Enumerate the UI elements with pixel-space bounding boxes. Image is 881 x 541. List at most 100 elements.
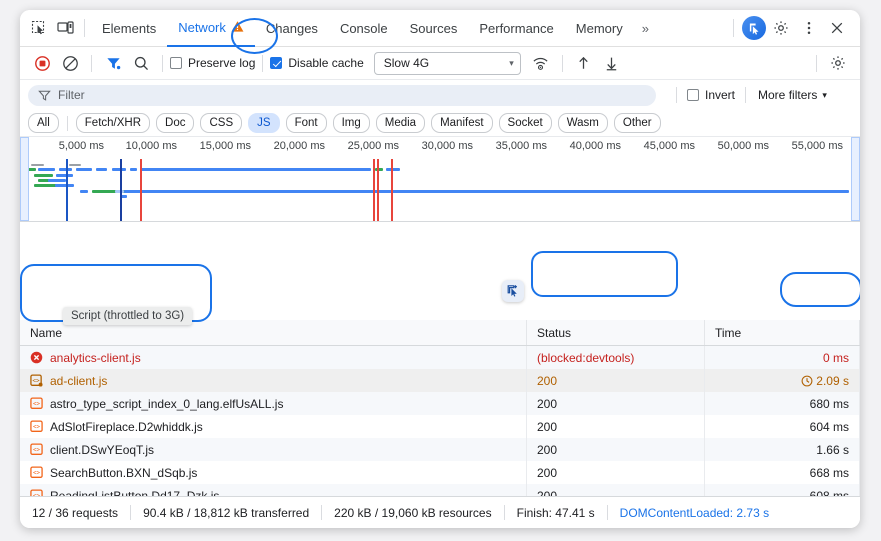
clock-icon <box>801 375 813 387</box>
table-row[interactable]: <> client.DSwYEoqT.js 200 1.66 s <box>20 438 860 461</box>
overview-right-handle[interactable] <box>851 137 860 221</box>
record-button[interactable] <box>28 50 56 76</box>
script-icon: <> <box>30 397 43 410</box>
tab-elements[interactable]: Elements <box>102 20 157 36</box>
cell-time: 604 ms <box>705 415 860 438</box>
disable-cache-checkbox[interactable]: Disable cache <box>270 56 364 70</box>
table-row[interactable]: <> SearchButton.BXN_dSqb.js 200 668 ms <box>20 461 860 484</box>
network-settings-gear-icon[interactable] <box>824 50 852 76</box>
kebab-menu-icon[interactable] <box>796 16 822 40</box>
script-icon: <> <box>30 420 43 433</box>
cell-status: 200 <box>527 484 705 497</box>
import-har-icon[interactable] <box>570 50 598 76</box>
chip-divider <box>66 115 68 131</box>
table-row[interactable]: <> AdSlotFireplace.D2whiddk.js 200 604 m… <box>20 415 860 438</box>
filter-placeholder: Filter <box>58 88 85 102</box>
svg-text:<>: <> <box>33 494 40 497</box>
invert-box <box>687 89 699 101</box>
status-divider <box>130 505 132 520</box>
chip-img[interactable]: Img <box>332 113 370 133</box>
svg-text:<>: <> <box>33 402 40 408</box>
svg-text:<>: <> <box>32 377 40 384</box>
tab-console[interactable]: Console <box>339 20 388 36</box>
more-filters-label: More filters <box>758 88 818 102</box>
tab-network[interactable]: Network <box>167 10 255 47</box>
chip-js[interactable]: JS <box>248 113 280 133</box>
device-toolbar-icon[interactable] <box>52 16 78 40</box>
more-filters-button[interactable]: More filters ▾ <box>758 88 827 102</box>
filter-funnel-icon <box>38 90 51 101</box>
tick-label: 25,000 ms <box>347 140 399 152</box>
cell-status: 200 <box>527 415 705 438</box>
cell-status: 200 <box>527 392 705 415</box>
table-row[interactable]: <> ReadingListButton.Dd17_Dzk.js 200 608… <box>20 484 860 497</box>
inspect-element-icon[interactable] <box>26 16 52 40</box>
search-icon[interactable] <box>127 50 155 76</box>
filter-icon[interactable] <box>99 50 127 76</box>
throttling-select[interactable]: Slow 4G ▾ <box>373 51 521 75</box>
invert-label: Invert <box>705 88 736 102</box>
cursor-overlay-badge-icon <box>502 280 524 302</box>
tick-label: 15,000 ms <box>199 140 251 152</box>
cell-time: 608 ms <box>705 484 860 497</box>
tab-performance[interactable]: Performance <box>479 20 554 36</box>
tick-label: 45,000 ms <box>643 140 695 152</box>
clear-button[interactable] <box>56 50 84 76</box>
toolbar-divider <box>561 54 563 72</box>
tab-sources[interactable]: Sources <box>409 20 458 36</box>
chip-manifest[interactable]: Manifest <box>431 113 493 133</box>
throttling-value: Slow 4G <box>383 56 430 70</box>
cell-name: <> astro_type_script_index_0_lang.elfUsA… <box>20 392 527 415</box>
devtools-window: Elements Network Changes Console Sources… <box>20 10 860 528</box>
chip-font[interactable]: Font <box>285 113 327 133</box>
toolbar-divider <box>816 54 817 72</box>
filter-input[interactable]: Filter <box>28 84 656 106</box>
preserve-log-box <box>170 57 182 69</box>
request-name: client.DSwYEoqT.js <box>50 442 155 457</box>
domcontentloaded-time: DOMContentLoaded: 2.73 s <box>619 505 770 520</box>
table-row[interactable]: <> astro_type_script_index_0_lang.elfUsA… <box>20 392 860 415</box>
toolbar-divider <box>262 54 264 72</box>
devtools-tab-bar: Elements Network Changes Console Sources… <box>20 10 860 47</box>
chip-all[interactable]: All <box>28 113 59 133</box>
column-header-name[interactable]: Name <box>20 320 527 345</box>
column-header-status[interactable]: Status <box>527 320 705 345</box>
chip-doc[interactable]: Doc <box>156 113 195 133</box>
transferred-size: 90.4 kB / 18,812 kB transferred <box>143 505 310 520</box>
table-row[interactable]: <> ad-client.js 200 2.09 s <box>20 369 860 392</box>
tick-label: 5,000 ms <box>58 140 104 152</box>
cell-status: 200 <box>527 438 705 461</box>
chip-socket[interactable]: Socket <box>498 113 552 133</box>
close-icon[interactable] <box>824 16 850 40</box>
request-name: astro_type_script_index_0_lang.elfUsALL.… <box>50 396 284 411</box>
filter-divider <box>676 87 677 103</box>
invert-checkbox[interactable]: Invert <box>687 88 735 102</box>
network-toolbar: Preserve log Disable cache Slow 4G ▾ <box>20 47 860 80</box>
chip-wasm[interactable]: Wasm <box>557 113 608 133</box>
table-row[interactable]: analytics-client.js (blocked:devtools) 0… <box>20 346 860 369</box>
chip-other[interactable]: Other <box>613 113 661 133</box>
more-tabs-button[interactable]: » <box>641 20 649 36</box>
chip-media[interactable]: Media <box>375 113 426 133</box>
chevron-down-icon: ▾ <box>822 89 827 100</box>
tick-label: 50,000 ms <box>717 140 769 152</box>
tab-memory[interactable]: Memory <box>575 20 623 36</box>
preserve-log-checkbox[interactable]: Preserve log <box>170 56 255 70</box>
tab-changes[interactable]: Changes <box>265 20 318 36</box>
chip-fetch-xhr[interactable]: Fetch/XHR <box>75 113 151 133</box>
cursor-overlay-icon[interactable] <box>742 16 766 40</box>
network-overview-timeline[interactable]: 5,000 ms 10,000 ms 15,000 ms 20,000 ms 2… <box>20 137 860 222</box>
status-divider <box>503 505 505 520</box>
network-conditions-icon[interactable] <box>527 50 555 76</box>
export-har-icon[interactable] <box>598 50 626 76</box>
disable-cache-box <box>270 57 283 69</box>
disable-cache-label: Disable cache <box>288 56 364 70</box>
gear-icon[interactable] <box>768 16 794 40</box>
script-icon: <> <box>30 443 43 456</box>
chevron-down-icon: ▾ <box>509 57 514 68</box>
chip-css[interactable]: CSS <box>200 113 243 133</box>
column-header-time[interactable]: Time <box>705 320 860 345</box>
requests-count: 12 / 36 requests <box>32 505 119 520</box>
overview-left-handle[interactable] <box>20 137 29 221</box>
throttle-tooltip: Script (throttled to 3G) <box>63 307 193 325</box>
